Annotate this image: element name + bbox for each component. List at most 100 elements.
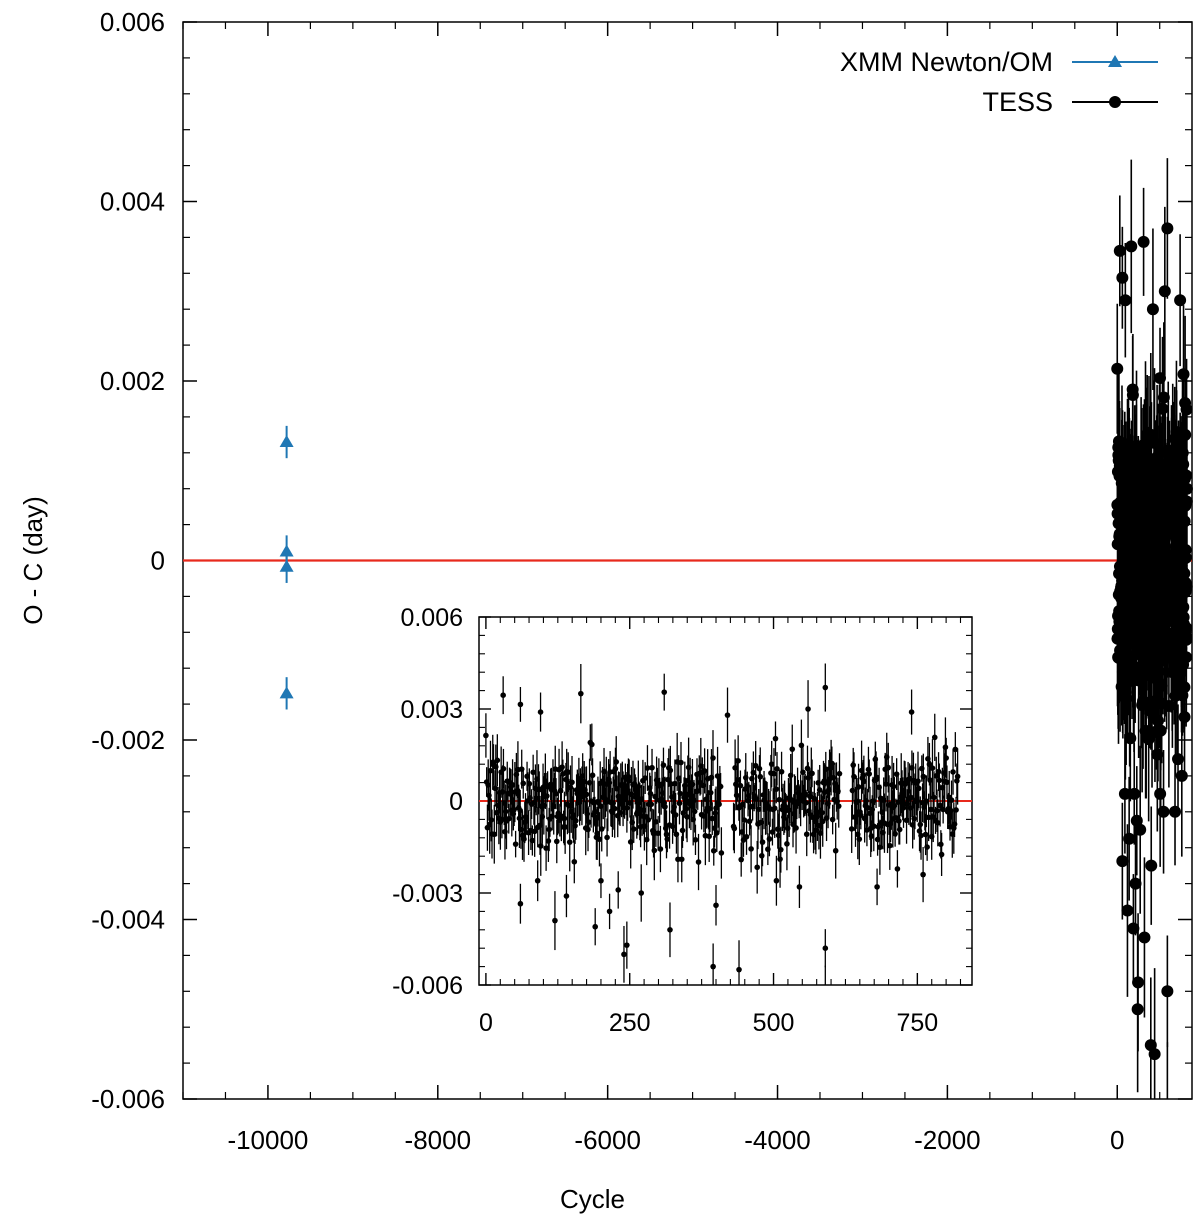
inset-tess-point xyxy=(743,833,750,840)
inset-tess-point xyxy=(860,772,866,778)
inset-tess-point xyxy=(950,769,956,775)
inset-tess-point xyxy=(931,734,938,741)
inset-tess-point xyxy=(915,785,922,792)
inset-tess-point xyxy=(851,773,857,780)
inset-tess-point xyxy=(892,830,898,837)
inset-tess-point xyxy=(676,800,683,807)
inset-tess-point xyxy=(483,732,489,739)
inset-tess-point xyxy=(585,819,592,825)
inset-tess-point xyxy=(530,769,536,776)
tess-point xyxy=(1121,904,1134,917)
inset-tess-point xyxy=(683,805,690,812)
tess-point xyxy=(1116,855,1129,868)
inset-tess-point xyxy=(864,804,871,811)
x-axis-title: Cycle xyxy=(560,1184,625,1214)
main-x-tick-label: -8000 xyxy=(405,1125,472,1155)
xmm-point xyxy=(279,686,294,699)
inset-tess-point xyxy=(672,780,678,787)
xmm-point xyxy=(279,559,294,572)
inset-tess-point xyxy=(531,828,538,835)
main-x-tick-label: -4000 xyxy=(744,1125,811,1155)
inset-x-tick-label: 500 xyxy=(753,1009,795,1037)
tess-point xyxy=(1180,622,1193,635)
inset-tess-point xyxy=(738,856,744,863)
inset-y-tick-label: 0.006 xyxy=(400,604,463,632)
tess-point xyxy=(1130,814,1143,827)
inset-tess-point xyxy=(938,841,944,848)
inset-tess-point xyxy=(679,827,686,834)
inset-tess-point xyxy=(598,877,604,884)
inset-tess-point xyxy=(773,786,780,792)
inset-tess-point xyxy=(856,836,863,842)
inset-tess-point xyxy=(923,798,930,805)
inset-y-tick-label: -0.003 xyxy=(392,880,463,908)
inset-tess-point xyxy=(648,801,655,808)
inset-tess-point xyxy=(920,773,927,780)
tess-point xyxy=(1148,1048,1161,1061)
inset-tess-point xyxy=(911,815,917,822)
inset-tess-point xyxy=(594,830,600,837)
inset-tess-point xyxy=(917,821,924,828)
inset-tess-point xyxy=(800,769,806,776)
inset-tess-point xyxy=(621,951,627,958)
inset-tess-point xyxy=(953,807,959,813)
inset-tess-point xyxy=(737,782,744,789)
inset-tess-point xyxy=(655,830,661,837)
legend: XMM Newton/OM TESS xyxy=(840,47,1158,117)
inset-tess-point xyxy=(759,839,766,845)
inset-tess-point xyxy=(874,884,880,890)
inset-y-axis: -0.006 -0.003 0 0.003 0.006 xyxy=(392,604,972,1000)
inset-tess-point xyxy=(638,890,645,896)
inset-tess-point xyxy=(543,845,549,851)
inset-tess-point xyxy=(757,773,764,780)
inset-tess-point xyxy=(713,805,719,811)
inset-tess-point xyxy=(928,806,934,813)
inset-tess-point xyxy=(709,815,716,822)
inset-tess-point xyxy=(660,762,667,768)
tess-point xyxy=(1180,580,1193,593)
inset-tess-point xyxy=(517,701,524,708)
inset-tess-point xyxy=(677,790,684,797)
inset-tess-point xyxy=(789,746,796,752)
tess-point xyxy=(1174,294,1187,307)
inset-tess-point xyxy=(512,841,519,847)
inset-tess-point xyxy=(773,877,780,884)
inset-tess-point xyxy=(529,837,536,844)
inset-tess-point xyxy=(565,769,572,775)
inset-tess-point xyxy=(578,690,584,697)
inset-tess-point xyxy=(816,787,823,793)
inset-tess-point xyxy=(714,830,720,836)
inset-tess-point xyxy=(885,764,892,771)
inset-tess-point xyxy=(500,765,507,772)
inset-tess-point xyxy=(771,770,777,777)
inset-tess-point xyxy=(678,856,685,863)
main-y-axis: -0.006 -0.004 -0.002 0 0.002 0.004 0.006 xyxy=(91,7,1192,1114)
legend-xmm-label: XMM Newton/OM xyxy=(840,47,1053,77)
inset-tess-point xyxy=(624,942,630,948)
xmm-point xyxy=(279,435,294,448)
inset-tess-point xyxy=(893,771,900,777)
inset-tess-point xyxy=(883,781,889,787)
inset-tess-point xyxy=(741,817,748,823)
inset-tess-point xyxy=(553,790,559,797)
tess-point xyxy=(1123,832,1136,845)
inset-tess-point xyxy=(624,805,630,811)
inset-tess-point xyxy=(937,802,943,809)
inset-tess-point xyxy=(707,789,714,796)
inset-tess-point xyxy=(848,826,855,832)
tess-point xyxy=(1116,271,1129,284)
inset-tess-point xyxy=(573,817,579,824)
tess-point xyxy=(1161,222,1174,235)
tess-point xyxy=(1111,362,1124,375)
inset-tess-point xyxy=(778,846,784,853)
inset-tess-point xyxy=(819,818,826,825)
inset-tess-point xyxy=(890,783,897,790)
inset-tess-point xyxy=(894,866,901,872)
inset-tess-point xyxy=(929,765,936,771)
inset-tess-point xyxy=(752,762,759,769)
tess-point xyxy=(1156,402,1169,415)
inset-tess-point xyxy=(755,806,762,813)
inset-tess-point xyxy=(592,923,599,930)
inset-tess-point xyxy=(754,864,760,871)
